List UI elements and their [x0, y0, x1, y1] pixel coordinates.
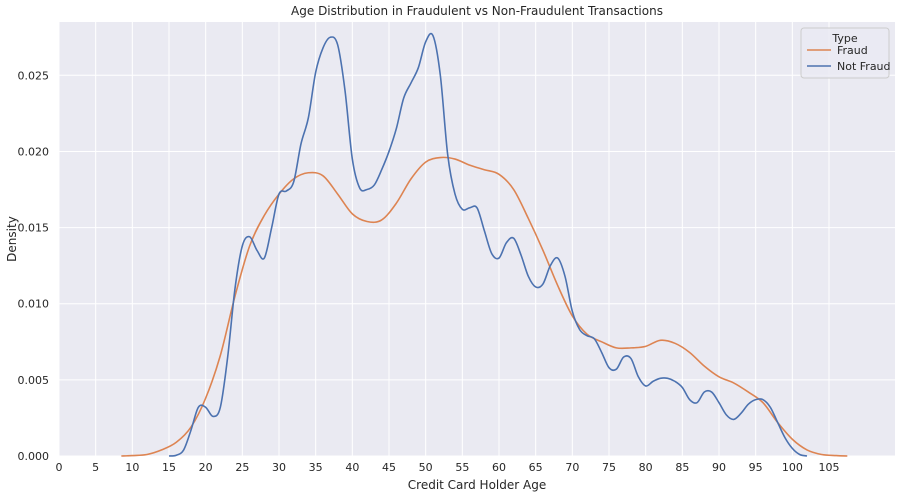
x-tick-label: 85: [675, 461, 689, 474]
y-tick-label: 0.020: [18, 145, 50, 158]
x-tick-label: 80: [639, 461, 653, 474]
y-tick-label: 0.010: [18, 298, 50, 311]
x-tick-label: 100: [782, 461, 803, 474]
x-axis-ticks: 0 5 10 15 20 25 30 35 40 45 50 55 60 65 70 75 80 85 90 95 10…: [56, 461, 840, 474]
x-tick-label: 35: [309, 461, 323, 474]
x-axis-title: Credit Card Holder Age: [408, 478, 546, 492]
x-tick-label: 20: [199, 461, 213, 474]
series-line-not-fraud: [168, 32, 808, 457]
x-tick-label: 90: [712, 461, 726, 474]
legend-entry-not-fraud: Not Fraud: [807, 60, 891, 73]
y-tick-label: 0.025: [18, 69, 50, 82]
x-tick-label: 5: [92, 461, 99, 474]
x-tick-label: 75: [602, 461, 616, 474]
legend-entry-fraud: Fraud: [807, 44, 868, 57]
x-tick-label: 25: [235, 461, 249, 474]
x-tick-label: 50: [419, 461, 433, 474]
series-lines: [121, 32, 848, 457]
y-tick-label: 0.015: [18, 222, 50, 235]
x-tick-label: 70: [565, 461, 579, 474]
x-tick-label: 45: [382, 461, 396, 474]
x-tick-label: 55: [455, 461, 469, 474]
x-tick-label: 30: [272, 461, 286, 474]
x-tick-label: 40: [345, 461, 359, 474]
x-tick-label: 10: [125, 461, 139, 474]
legend-entry-not-fraud-label: Not Fraud: [837, 60, 891, 73]
x-tick-label: 105: [819, 461, 840, 474]
chart-title: Age Distribution in Fraudulent vs Non-Fr…: [291, 4, 663, 18]
legend-title: Type: [831, 32, 857, 45]
y-axis-title: Density: [5, 216, 19, 262]
plot-background: [59, 22, 895, 456]
x-tick-label: 60: [492, 461, 506, 474]
y-tick-label: 0.000: [18, 450, 50, 463]
x-tick-label: 95: [749, 461, 763, 474]
legend-entry-fraud-label: Fraud: [837, 44, 868, 57]
x-tick-label: 65: [529, 461, 543, 474]
x-tick-label: 15: [162, 461, 176, 474]
y-axis-ticks: 0.000 0.005 0.010 0.015 0.020 0.025: [18, 69, 50, 463]
x-tick-label: 0: [56, 461, 63, 474]
series-line-fraud: [121, 156, 848, 457]
y-tick-label: 0.005: [18, 374, 50, 387]
grid-lines: [58, 22, 895, 457]
